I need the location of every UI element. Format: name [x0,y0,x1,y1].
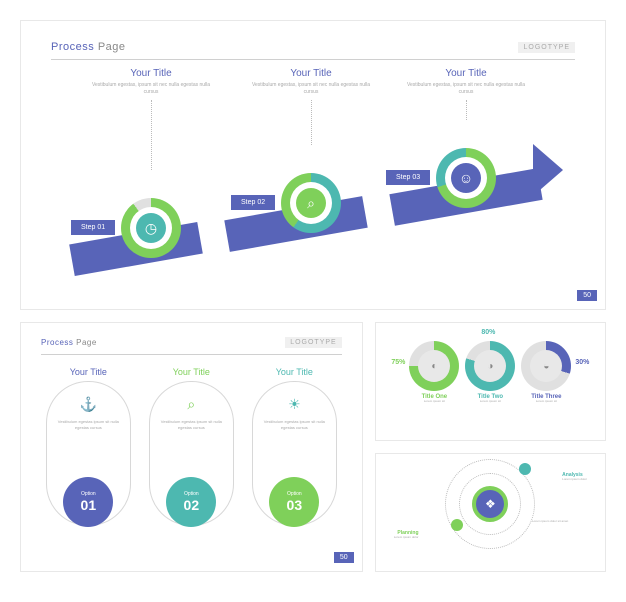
donut-icon: ◑ [474,350,506,382]
percentage-donut: ◑ 80% [465,341,515,391]
step-title: Your Title [246,68,376,79]
step-badge: Step 03 [386,170,430,185]
option-column: Your Title ⚓ Vestibulum egestas ipsum si… [46,367,131,526]
orbit-label: PlanningLorem ipsum dolor [394,530,419,540]
option-capsule: ⌕ Vestibulum egestas ipsum sit nulla ege… [149,381,234,526]
arrow-head-icon [533,144,563,196]
percentage-description: Lorem ipsum sit [409,400,459,404]
orbit-label-desc: Lorem ipsum dolor sit amet [532,520,587,524]
percentage-item: ◐ 75% Title One Lorem ipsum sit [409,341,459,404]
step-title: Your Title [86,68,216,79]
connector-line [151,100,152,170]
header-title: Process Page [41,338,97,347]
percentage-item: ◒ 30% Title Three Lorem ipsum sit [521,341,571,404]
donut-row: ◐ 75% Title One Lorem ipsum sit ◑ 80% Ti… [390,333,591,404]
option-icon: ☀ [288,396,301,413]
step-description: Vestibulum egestas, ipsum sit nec nulla … [86,82,216,96]
percentage-description: Lorem ipsum sit [465,400,515,404]
percentage-item: ◑ 80% Title Two Lorem ipsum sit [465,341,515,404]
logo-badge: LOGOTYPE [518,42,575,53]
header-title: Process Page [51,41,126,53]
slide-header: Process Page LOGOTYPE [41,337,342,355]
option-icon: ⚓ [80,396,97,413]
option-number: 02 [184,497,200,513]
page-number: 50 [334,552,354,563]
option-column: Your Title ⌕ Vestibulum egestas ipsum si… [149,367,234,526]
option-title: Your Title [149,367,234,377]
slide-orbit: ❖ AnalysisLorem ipsum dolorPlanningLorem… [375,453,606,572]
donut-inner: ☺ [445,157,487,199]
option-description: Vestibulum egestas ipsum sit nulla egest… [156,419,227,431]
step-icon: ⌕ [296,188,326,218]
percentage-value: 80% [481,329,495,336]
orbit-ring-inner [459,473,521,535]
option-capsule: ⚓ Vestibulum egestas ipsum sit nulla ege… [46,381,131,526]
option-number: 03 [287,497,303,513]
slide-percentages: ◐ 75% Title One Lorem ipsum sit ◑ 80% Ti… [375,322,606,441]
orbit-label: AnalysisLorem ipsum dolor [562,472,587,482]
option-title: Your Title [46,367,131,377]
step-badge: Step 02 [231,195,275,210]
step-icon: ☺ [451,163,481,193]
slide-header: Process Page LOGOTYPE [51,41,575,60]
option-icon: ⌕ [187,396,195,413]
option-title: Your Title [252,367,337,377]
step-donut: ☺ Step 03 [436,148,496,208]
donut-inner: ◷ [130,207,172,249]
percentage-description: Lorem ipsum sit [521,400,571,404]
slide-options: Process Page LOGOTYPE Your Title ⚓ Vesti… [20,322,363,572]
step-title: Your Title [401,68,531,79]
process-step: Your Title Vestibulum egestas, ipsum sit… [401,68,531,124]
option-description: Vestibulum egestas ipsum sit nulla egest… [53,419,124,431]
orbit-label-desc: Lorem ipsum dolor [394,536,419,540]
step-description: Vestibulum egestas, ipsum sit nec nulla … [401,82,531,96]
percentage-donut: ◐ 75% [409,341,459,391]
page-number: 50 [577,290,597,301]
option-badge: Option 03 [269,477,319,527]
step-donut: ⌕ Step 02 [281,173,341,233]
orbit-dot [519,463,531,475]
connector-line [466,100,467,120]
process-diagram: Your Title Vestibulum egestas, ipsum sit… [51,68,575,278]
process-step: Your Title Vestibulum egestas, ipsum sit… [246,68,376,149]
donut-inner: ⌕ [290,182,332,224]
option-capsule: ☀ Vestibulum egestas ipsum sit nulla ege… [252,381,337,526]
options-row: Your Title ⚓ Vestibulum egestas ipsum si… [41,363,342,526]
step-icon: ◷ [136,213,166,243]
donut-icon: ◒ [530,350,562,382]
orbit-label: Lorem ipsum dolor sit amet [532,520,587,524]
step-badge: Step 01 [71,220,115,235]
logo-badge: LOGOTYPE [285,337,342,348]
option-number: 01 [81,497,97,513]
donut-icon: ◐ [418,350,450,382]
option-badge: Option 02 [166,477,216,527]
option-description: Vestibulum egestas ipsum sit nulla egest… [259,419,330,431]
percentage-donut: ◒ 30% [521,341,571,391]
percentage-value: 75% [391,359,405,366]
step-description: Vestibulum egestas, ipsum sit nec nulla … [246,82,376,96]
step-donut: ◷ Step 01 [121,198,181,258]
orbit-label-desc: Lorem ipsum dolor [562,478,587,482]
connector-line [311,100,312,145]
process-step: Your Title Vestibulum egestas, ipsum sit… [86,68,216,174]
option-badge: Option 01 [63,477,113,527]
option-column: Your Title ☀ Vestibulum egestas ipsum si… [252,367,337,526]
slide-process-steps: Process Page LOGOTYPE Your Title Vestibu… [20,20,606,310]
orbit-diagram: ❖ AnalysisLorem ipsum dolorPlanningLorem… [390,464,591,544]
percentage-value: 30% [575,359,589,366]
